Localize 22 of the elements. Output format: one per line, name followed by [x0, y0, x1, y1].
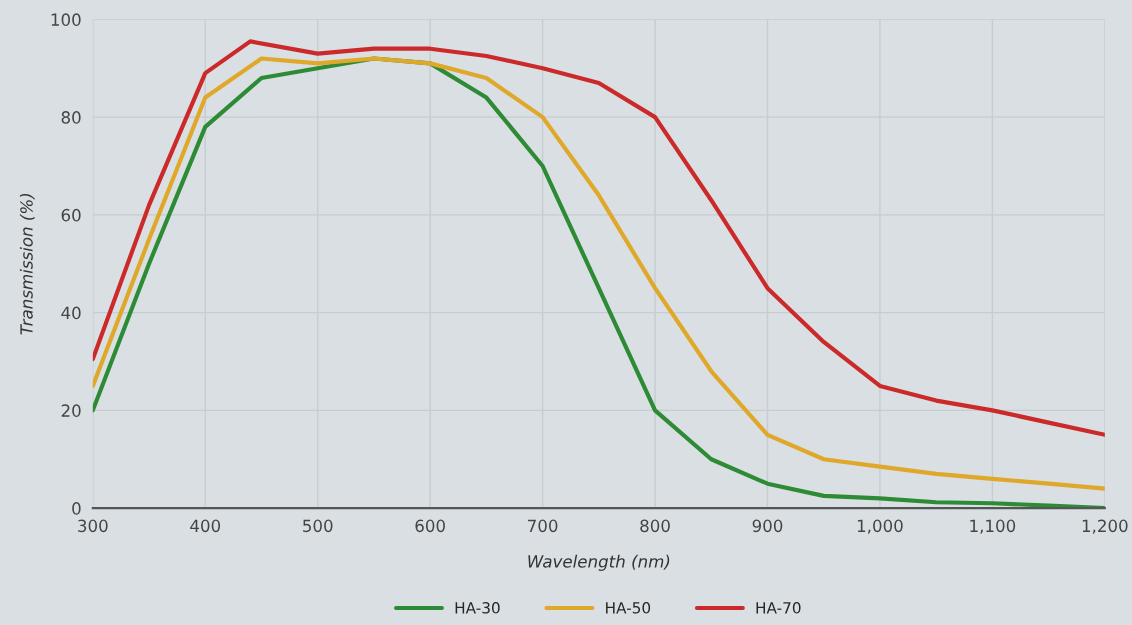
y-tick-label: 20 [61, 404, 81, 417]
x-tick-label: 1,000 [857, 519, 903, 534]
y-tick-label: 80 [61, 111, 81, 124]
x-tick-label: 1,200 [1082, 519, 1128, 534]
y-tick-label: 40 [61, 306, 81, 320]
line-series [92, 39, 1105, 437]
x-tick-label: 700 [528, 519, 558, 533]
x-tick-label: 500 [303, 519, 333, 533]
x-tick-label: 400 [190, 519, 221, 533]
y-tick-label: 0 [72, 502, 81, 515]
legend-label: HA-50 [606, 602, 651, 614]
y-tick-label: 100 [51, 13, 81, 26]
y-tick-label: 60 [61, 208, 81, 222]
y-axis-title: Transmission (%) [19, 193, 35, 335]
legend-label: HA-70 [756, 602, 801, 614]
x-tick-label: 900 [752, 519, 783, 533]
x-tick-label: 300 [78, 519, 108, 533]
x-axis-title: Wavelength (nm) [528, 554, 670, 571]
x-tick-label: 600 [415, 519, 445, 533]
x-tick-label: 800 [640, 519, 670, 533]
x-tick-label: 1,100 [970, 519, 1016, 534]
legend-label: HA-30 [455, 602, 500, 614]
